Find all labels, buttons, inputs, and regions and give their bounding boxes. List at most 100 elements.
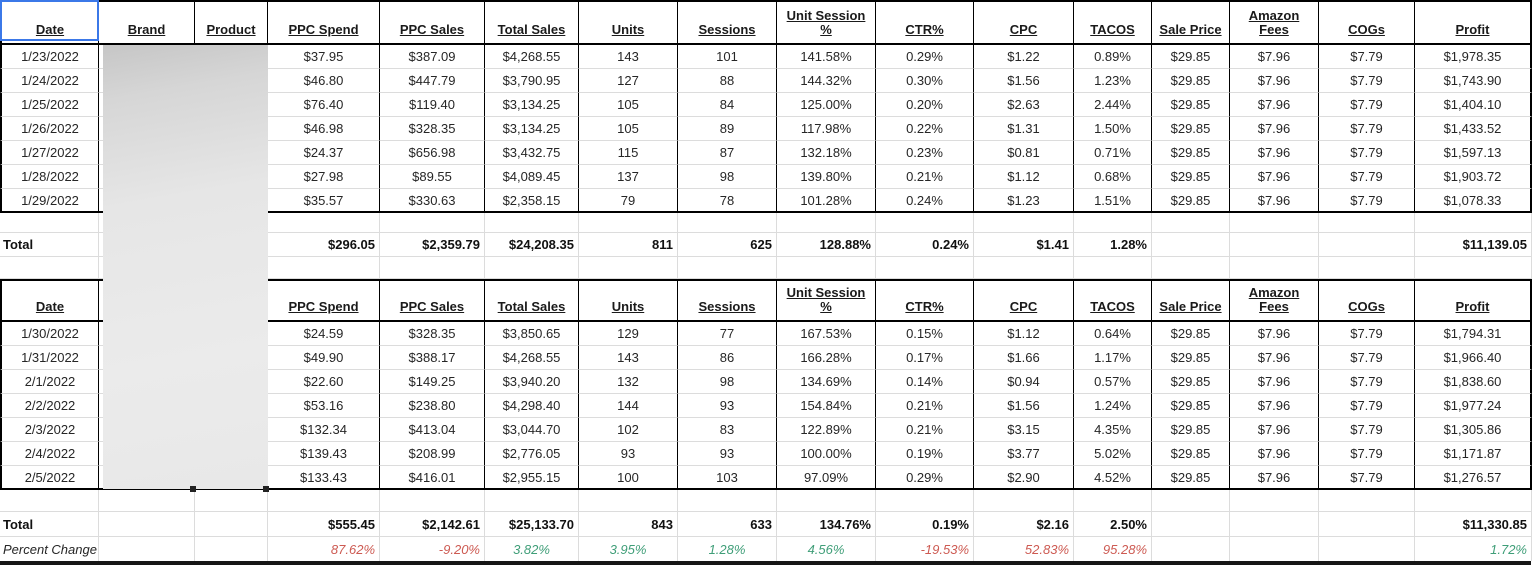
ppc-sales-percent-change-cell[interactable]: -9.20% [380,537,485,561]
units-cell[interactable]: 79 [579,189,678,213]
unit-session-pct-cell[interactable]: 132.18% [777,141,876,165]
total-sales-cell[interactable]: $3,940.20 [485,370,579,394]
cpc-total-cell[interactable]: $2.16 [974,512,1074,537]
empty-cell[interactable] [1152,257,1230,279]
ppc-spend-cell[interactable]: $46.98 [268,117,380,141]
tacos-cell[interactable]: 1.50% [1074,117,1152,141]
units-cell[interactable]: 127 [579,69,678,93]
cpc-cell[interactable]: $1.22 [974,45,1074,69]
empty-cell[interactable] [876,257,974,279]
cogs-cell[interactable]: $7.79 [1319,93,1415,117]
amazon-fees-cell[interactable]: $7.96 [1230,93,1319,117]
empty-cell[interactable] [1074,490,1152,512]
ppc-spend-cell[interactable]: $24.59 [268,322,380,346]
ppc-sales-cell[interactable]: $238.80 [380,394,485,418]
cogs-cell[interactable]: $7.79 [1319,165,1415,189]
sessions-cell[interactable]: 77 [678,322,777,346]
total-sales-header[interactable]: Total Sales [485,279,579,322]
sessions-cell[interactable]: 88 [678,69,777,93]
sale-price-cell[interactable]: $29.85 [1152,69,1230,93]
profit-cell[interactable]: $1,404.10 [1415,93,1532,117]
ppc-spend-cell[interactable]: $27.98 [268,165,380,189]
ppc-spend-cell[interactable]: $24.37 [268,141,380,165]
unit-session-pct-percent-change-cell[interactable]: 4.56% [777,537,876,561]
sessions-cell[interactable]: 93 [678,442,777,466]
profit-header[interactable]: Profit [1415,279,1532,322]
empty-cell[interactable] [1152,490,1230,512]
cogs-cell[interactable]: $7.79 [1319,442,1415,466]
tacos-header[interactable]: TACOS [1074,279,1152,322]
units-cell[interactable]: 144 [579,394,678,418]
product-total-cell[interactable] [195,512,268,537]
total-sales-cell[interactable]: $3,790.95 [485,69,579,93]
ctr-pct-cell[interactable]: 0.14% [876,370,974,394]
date-cell[interactable]: 2/2/2022 [0,394,99,418]
empty-cell[interactable] [1230,213,1319,233]
tacos-total-cell[interactable]: 1.28% [1074,233,1152,257]
ctr-pct-cell[interactable]: 0.17% [876,346,974,370]
profit-cell[interactable]: $1,743.90 [1415,69,1532,93]
sale-price-cell[interactable]: $29.85 [1152,189,1230,213]
sessions-cell[interactable]: 89 [678,117,777,141]
sale-price-cell[interactable]: $29.85 [1152,370,1230,394]
unit-session-pct-cell[interactable]: 101.28% [777,189,876,213]
tacos-cell[interactable]: 1.17% [1074,346,1152,370]
ppc-sales-cell[interactable]: $328.35 [380,322,485,346]
units-cell[interactable]: 100 [579,466,678,490]
amazon-fees-percent-change-cell[interactable] [1230,537,1319,561]
redaction-drag-handle[interactable] [263,486,269,492]
amazon-fees-cell[interactable]: $7.96 [1230,370,1319,394]
ppc-sales-cell[interactable]: $387.09 [380,45,485,69]
empty-cell[interactable] [268,490,380,512]
unit-session-pct-cell[interactable]: 167.53% [777,322,876,346]
tacos-total-cell[interactable]: 2.50% [1074,512,1152,537]
empty-cell[interactable] [678,213,777,233]
profit-header[interactable]: Profit [1415,0,1532,45]
ppc-spend-header[interactable]: PPC Spend [268,279,380,322]
cogs-cell[interactable]: $7.79 [1319,117,1415,141]
total-sales-percent-change-cell[interactable]: 3.82% [485,537,579,561]
amazon-fees-cell[interactable]: $7.96 [1230,165,1319,189]
ppc-spend-total-cell[interactable]: $555.45 [268,512,380,537]
empty-cell[interactable] [579,213,678,233]
ppc-spend-cell[interactable]: $139.43 [268,442,380,466]
profit-cell[interactable]: $1,966.40 [1415,346,1532,370]
amazon-fees-cell[interactable]: $7.96 [1230,442,1319,466]
ppc-sales-cell[interactable]: $149.25 [380,370,485,394]
units-cell[interactable]: 105 [579,117,678,141]
sessions-cell[interactable]: 78 [678,189,777,213]
cpc-cell[interactable]: $2.63 [974,93,1074,117]
profit-cell[interactable]: $1,903.72 [1415,165,1532,189]
ppc-sales-cell[interactable]: $656.98 [380,141,485,165]
date-cell[interactable]: 1/28/2022 [0,165,99,189]
empty-cell[interactable] [876,213,974,233]
unit-session-pct-cell[interactable]: 141.58% [777,45,876,69]
profit-total-cell[interactable]: $11,330.85 [1415,512,1532,537]
sessions-percent-change-cell[interactable]: 1.28% [678,537,777,561]
date-total-cell[interactable]: Total [0,512,99,537]
tacos-cell[interactable]: 4.52% [1074,466,1152,490]
ctr-pct-total-cell[interactable]: 0.24% [876,233,974,257]
empty-cell[interactable] [1230,257,1319,279]
brand-percent-change-cell[interactable] [99,537,195,561]
profit-cell[interactable]: $1,597.13 [1415,141,1532,165]
total-sales-cell[interactable]: $2,955.15 [485,466,579,490]
date-cell[interactable]: 2/1/2022 [0,370,99,394]
unit-session-pct-cell[interactable]: 125.00% [777,93,876,117]
empty-cell[interactable] [876,490,974,512]
sessions-cell[interactable]: 101 [678,45,777,69]
brand-header[interactable]: Brand [99,0,195,45]
empty-cell[interactable] [0,490,99,512]
ppc-sales-cell[interactable]: $208.99 [380,442,485,466]
brand-total-cell[interactable] [99,512,195,537]
date-header[interactable]: Date [0,0,99,45]
cogs-cell[interactable]: $7.79 [1319,45,1415,69]
cpc-cell[interactable]: $2.90 [974,466,1074,490]
cogs-cell[interactable]: $7.79 [1319,394,1415,418]
empty-cell[interactable] [485,490,579,512]
units-cell[interactable]: 105 [579,93,678,117]
tacos-cell[interactable]: 0.71% [1074,141,1152,165]
units-cell[interactable]: 143 [579,45,678,69]
unit-session-pct-cell[interactable]: 134.69% [777,370,876,394]
ctr-pct-cell[interactable]: 0.22% [876,117,974,141]
